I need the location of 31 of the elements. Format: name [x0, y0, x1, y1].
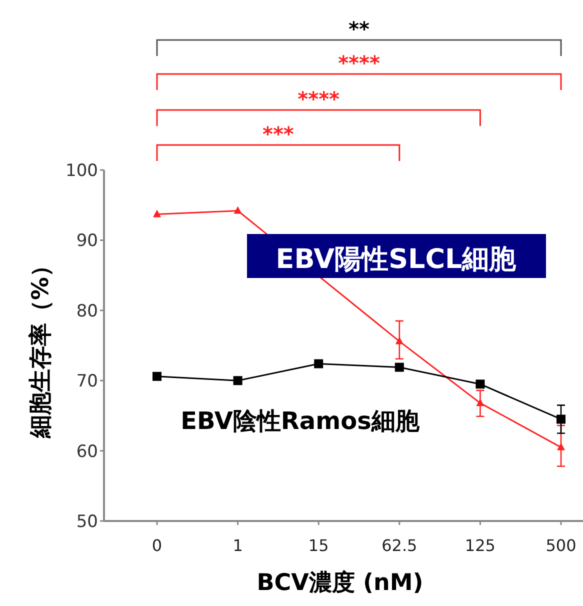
point	[557, 442, 565, 450]
point	[152, 372, 162, 381]
point	[314, 359, 324, 368]
y-tick-label: 50	[76, 512, 98, 532]
x-tick-label: 500	[546, 536, 576, 555]
x-axis-title: BCV濃度 (nM)	[256, 569, 424, 596]
x-tick-label: 1	[232, 536, 243, 555]
text: ***	[262, 122, 294, 146]
y-tick-label: 70	[76, 372, 98, 392]
point	[394, 362, 404, 372]
text: ****	[298, 87, 340, 111]
point	[153, 210, 161, 218]
point	[476, 398, 484, 406]
y-tick-label: 100	[66, 161, 98, 181]
x-tick-label: 15	[308, 536, 329, 555]
x-tick-label: 62.5	[382, 536, 418, 555]
y-axis-title: 細胞生存率（%）	[27, 254, 54, 440]
y-tick-label: 90	[76, 231, 98, 252]
text: **	[348, 17, 370, 41]
point	[556, 414, 566, 424]
point	[234, 206, 242, 214]
text: ****	[338, 51, 380, 75]
point	[233, 376, 242, 386]
x-tick-label: 125	[464, 536, 496, 555]
series-label: EBV陽性SLCL細胞	[276, 244, 518, 275]
x-tick-label: 0	[152, 536, 162, 555]
point	[476, 380, 485, 389]
series-label: EBV陰性Ramos細胞	[180, 407, 420, 435]
y-tick-label: 80	[76, 301, 98, 322]
y-tick-label: 60	[76, 442, 98, 462]
point	[395, 336, 404, 344]
